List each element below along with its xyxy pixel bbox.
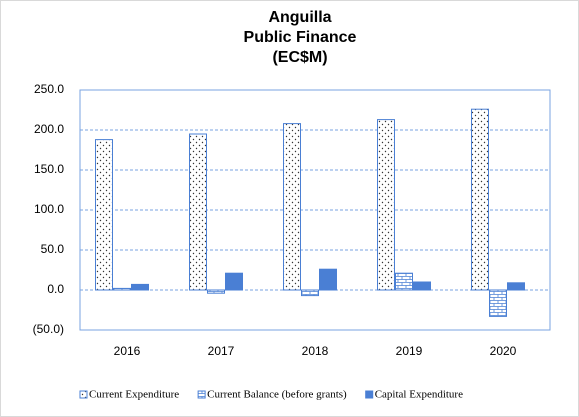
x-tick-label: 2018: [302, 344, 329, 358]
y-tick-label: 0.0: [47, 282, 64, 296]
bar: [189, 133, 207, 291]
bar: [207, 289, 225, 294]
y-tick-label: 250.0: [34, 82, 64, 96]
chart-title: (EC$M): [272, 49, 327, 66]
bar: [225, 272, 243, 291]
legend-label: Capital Expenditure: [375, 389, 463, 401]
x-tick-label: 2016: [114, 344, 141, 358]
y-tick-label: 50.0: [41, 242, 65, 256]
bar: [377, 119, 395, 291]
chart-title: Anguilla: [268, 9, 331, 26]
bar: [283, 123, 301, 291]
bar: [319, 268, 337, 291]
x-tick-label: 2017: [208, 344, 235, 358]
bar: [507, 282, 525, 291]
y-tick-label: 150.0: [34, 162, 64, 176]
x-tick-label: 2019: [396, 344, 423, 358]
legend-label: Current Balance (before grants): [207, 389, 347, 401]
bar: [131, 283, 149, 291]
y-tick-label: (50.0): [33, 322, 64, 336]
x-tick-label: 2020: [490, 344, 517, 358]
bar: [413, 281, 431, 291]
y-tick-label: 200.0: [34, 122, 64, 136]
legend-swatch: [197, 390, 206, 399]
bar: [301, 289, 319, 297]
chart-title: Public Finance: [244, 29, 357, 46]
legend-label: Current Expenditure: [89, 389, 179, 401]
bar: [95, 139, 113, 291]
bar: [471, 108, 489, 291]
bar: [113, 287, 131, 291]
legend-swatch: [79, 390, 88, 399]
y-tick-label: 100.0: [34, 202, 64, 216]
bar: [395, 272, 413, 291]
legend-swatch: [365, 390, 374, 399]
bar: [489, 289, 507, 317]
